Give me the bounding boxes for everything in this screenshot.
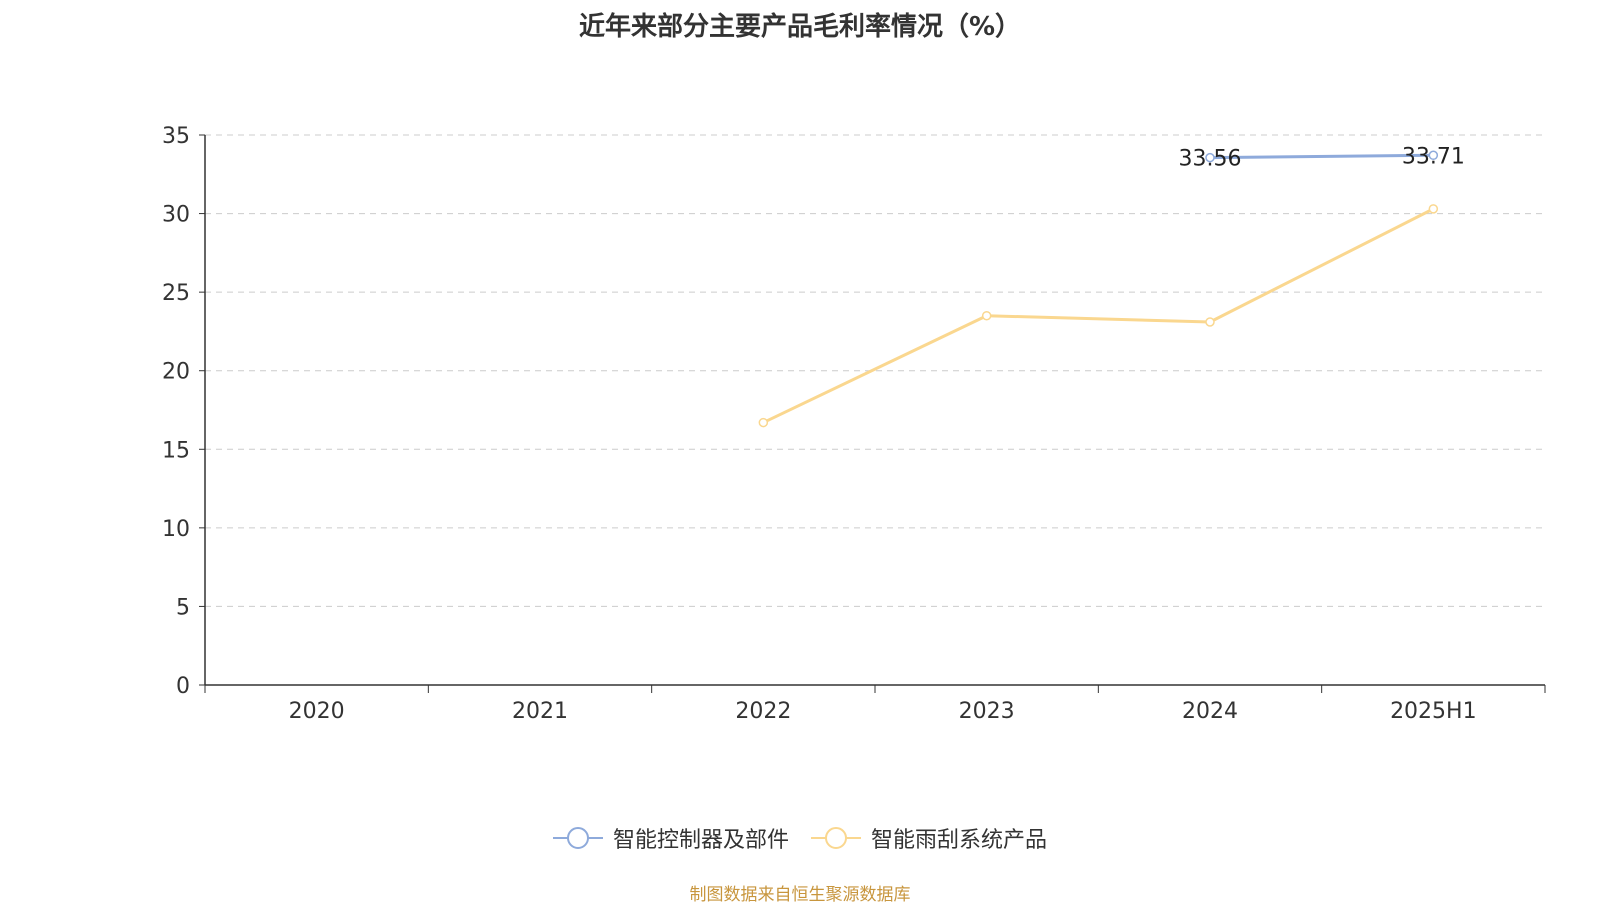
data-point [981, 310, 992, 321]
data-point [1205, 317, 1215, 327]
y-tick-label: 30 [162, 203, 190, 228]
source-note: 制图数据来自恒生聚源数据库 [689, 885, 911, 905]
data-labels: 33.56 33.71 [1179, 144, 1465, 171]
chart-title: 近年来部分主要产品毛利率情况（%） [578, 12, 1022, 42]
x-tick-label: 2020 [289, 699, 345, 724]
x-tick-label: 2022 [735, 699, 791, 724]
x-tick-label: 2024 [1182, 699, 1238, 724]
x-tick-label: 2023 [959, 699, 1015, 724]
data-point [1205, 152, 1215, 163]
y-tick-label: 0 [176, 674, 190, 699]
legend: 智能控制器及部件 智能雨刮系统产品 [0, 822, 1600, 854]
data-point [1428, 150, 1439, 161]
data-point [1428, 204, 1439, 214]
grid-lines [205, 134, 1545, 607]
series-layer [758, 150, 1439, 428]
y-tick-label: 10 [162, 517, 190, 542]
y-tick-label: 20 [162, 360, 190, 385]
series-line-1 [762, 207, 1435, 424]
y-tick-label: 35 [162, 124, 190, 149]
y-tick-label: 15 [162, 438, 190, 463]
data-point [758, 417, 769, 428]
y-tick-label: 5 [176, 595, 190, 620]
tick-labels: 0 5 10 15 20 25 30 35 2020 2021 2022 2023 2024 2025H1 [162, 124, 1477, 724]
legend-item-series-1[interactable]: 智能雨刮系统产品 [811, 822, 1047, 854]
legend-label: 智能控制器及部件 [612, 828, 789, 853]
series-line-0 [1209, 153, 1434, 160]
legend-label: 智能雨刮系统产品 [871, 828, 1048, 853]
legend-line-circle-icon [552, 827, 603, 849]
data-label: 33.71 [1402, 144, 1465, 169]
x-tick-label: 2025H1 [1390, 699, 1477, 724]
axes [199, 134, 1546, 693]
legend-line-circle-icon [811, 827, 861, 849]
y-tick-label: 25 [162, 281, 190, 306]
x-tick-label: 2021 [512, 699, 568, 724]
data-label: 33.56 [1179, 147, 1242, 172]
legend-item-series-0[interactable]: 智能控制器及部件 [552, 822, 789, 854]
